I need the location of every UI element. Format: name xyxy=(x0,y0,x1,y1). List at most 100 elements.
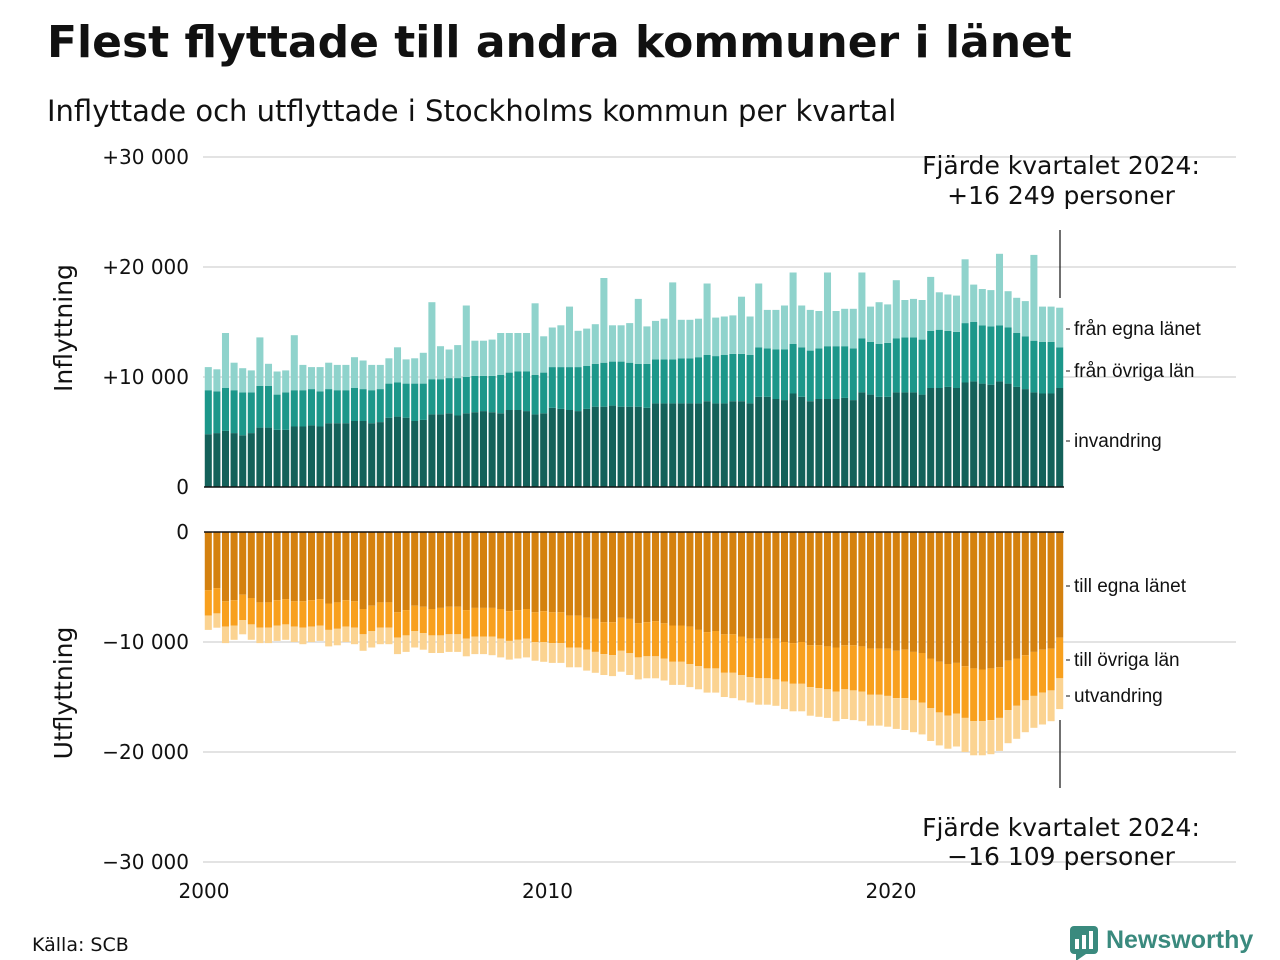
outflow-bar-till-egna-länet xyxy=(273,532,281,601)
outflow-bar-till-egna-länet xyxy=(789,532,797,644)
inflow-bar-från-övriga-län xyxy=(307,389,316,426)
outflow-bar-till-övriga-län xyxy=(213,588,221,614)
outflow-bar-till-övriga-län xyxy=(359,609,367,635)
outflow-bar-till-egna-länet xyxy=(479,532,488,608)
inflow-bar-från-övriga-län xyxy=(1013,333,1021,387)
outflow-bar-till-egna-länet xyxy=(1056,532,1064,638)
outflow-bar-till-övriga-län xyxy=(540,611,548,642)
outflow-bar-till-egna-länet xyxy=(892,532,900,651)
outflow-bar-till-egna-länet xyxy=(669,532,677,626)
inflow-series-label: invandring xyxy=(1074,431,1162,452)
inflow-bar-från-övriga-län xyxy=(479,375,488,412)
outflow-series-label: utvandring xyxy=(1074,686,1163,707)
outflow-bar-till-egna-länet xyxy=(608,532,617,623)
outflow-bar-till-övriga-län xyxy=(368,605,376,631)
inflow-bar-från-egna-länet xyxy=(608,405,617,487)
outflow-bar-utvandring xyxy=(677,661,685,685)
outflow-bar-till-övriga-län xyxy=(823,646,832,690)
newsworthy-logo[interactable]: Newsworthy xyxy=(1070,926,1253,960)
outflow-bar-utvandring xyxy=(1038,692,1047,725)
inflow-bar-invandring xyxy=(755,283,763,348)
outflow-bar-till-egna-länet xyxy=(772,532,780,639)
inflow-bar-från-övriga-län xyxy=(204,390,212,435)
outflow-bar-utvandring xyxy=(471,636,479,655)
inflow-bar-från-övriga-län xyxy=(823,346,832,399)
outflow-bar-till-övriga-län xyxy=(961,666,969,718)
inflow-bar-från-egna-länet xyxy=(333,423,341,487)
outflow-bar-utvandring xyxy=(213,613,221,628)
outflow-bar-till-egna-länet xyxy=(927,532,935,659)
outflow-bar-till-övriga-län xyxy=(789,643,797,684)
chart-title: Flest flyttade till andra kommuner i län… xyxy=(47,17,1072,68)
inflow-bar-från-övriga-län xyxy=(471,375,479,413)
inflow-bar-från-övriga-län xyxy=(565,367,574,410)
inflow-bar-från-egna-länet xyxy=(712,403,720,487)
outflow-bar-till-övriga-län xyxy=(239,594,247,620)
inflow-bar-invandring xyxy=(256,337,264,386)
outflow-bar-utvandring xyxy=(634,657,642,680)
outflow-bar-till-övriga-län xyxy=(970,668,978,722)
outflow-bar-utvandring xyxy=(944,715,952,749)
inflow-bar-från-övriga-län xyxy=(669,359,677,404)
outflow-bar-till-övriga-län xyxy=(901,649,909,699)
inflow-bar-från-övriga-län xyxy=(213,391,221,434)
inflow-bar-från-övriga-län xyxy=(591,363,599,407)
outflow-bar-utvandring xyxy=(342,626,350,642)
outflow-bar-till-övriga-län xyxy=(1030,651,1038,696)
outflow-bar-utvandring xyxy=(918,702,926,735)
x-tick-label: 2020 xyxy=(866,879,917,903)
outflow-bar-till-övriga-län xyxy=(1056,637,1064,679)
inflow-bar-invandring xyxy=(798,305,806,348)
inflow-bar-från-övriga-län xyxy=(411,383,419,421)
outflow-bar-till-egna-länet xyxy=(918,532,926,653)
inflow-bar-invandring xyxy=(1021,301,1029,337)
outflow-bar-till-övriga-län xyxy=(858,646,866,692)
outflow-bar-till-övriga-län xyxy=(600,622,608,655)
inflow-bar-från-egna-länet xyxy=(497,413,505,487)
outflow-bar-utvandring xyxy=(806,687,814,716)
inflow-bar-invandring xyxy=(1030,254,1038,341)
outflow-bar-till-egna-länet xyxy=(884,532,892,649)
outflow-bar-till-övriga-län xyxy=(299,601,307,628)
inflow-bar-invandring xyxy=(282,370,290,393)
inflow-bar-från-övriga-län xyxy=(737,353,746,402)
inflow-bar-invandring xyxy=(780,305,789,350)
inflow-bar-invandring xyxy=(462,305,470,377)
inflow-bar-invandring xyxy=(540,336,548,373)
inflow-bar-från-egna-länet xyxy=(591,406,599,487)
inflow-bar-från-egna-länet xyxy=(514,410,522,487)
inflow-bar-från-övriga-län xyxy=(350,388,359,421)
x-axis: 2000 2010 2020 xyxy=(179,879,917,903)
outflow-bar-till-egna-länet xyxy=(591,532,599,619)
outflow-bar-utvandring xyxy=(548,643,556,663)
outflow-bar-till-egna-länet xyxy=(1030,532,1038,652)
inflow-bar-invandring xyxy=(712,317,720,357)
inflow-bar-från-egna-länet xyxy=(935,388,943,487)
inflow-bar-från-egna-länet xyxy=(737,401,746,487)
inflow-bar-invandring xyxy=(909,298,918,338)
outflow-bar-till-övriga-län xyxy=(978,669,986,722)
inflow-bar-från-övriga-län xyxy=(909,337,918,393)
inflow-bar-från-övriga-län xyxy=(677,358,685,404)
inflow-bar-från-egna-länet xyxy=(583,408,591,487)
outflow-bar-utvandring xyxy=(368,631,376,648)
inflow-bar-från-övriga-län xyxy=(608,361,617,406)
inflow-bar-från-övriga-län xyxy=(660,359,668,404)
inflow-bar-från-övriga-län xyxy=(419,383,427,420)
inflow-bar-från-egna-länet xyxy=(393,416,402,487)
outflow-bar-utvandring xyxy=(892,698,900,729)
outflow-bar-utvandring xyxy=(798,683,806,712)
inflow-bar-invandring xyxy=(565,306,574,368)
outflow-bar-utvandring xyxy=(858,691,866,722)
inflow-bar-invandring xyxy=(471,340,479,376)
outflow-bar-till-övriga-län xyxy=(909,651,918,701)
inflow-bar-invandring xyxy=(944,294,952,331)
outflow-bar-till-egna-länet xyxy=(866,532,875,649)
inflow-bar-från-egna-länet xyxy=(832,399,840,487)
outflow-bar-till-egna-länet xyxy=(264,532,273,603)
inflow-bar-från-egna-länet xyxy=(927,388,935,487)
inflow-bar-från-övriga-län xyxy=(256,385,264,428)
outflow-bar-till-övriga-län xyxy=(290,601,298,627)
inflow-bar-från-egna-länet xyxy=(419,419,427,487)
outflow-bar-till-övriga-län xyxy=(565,615,574,648)
